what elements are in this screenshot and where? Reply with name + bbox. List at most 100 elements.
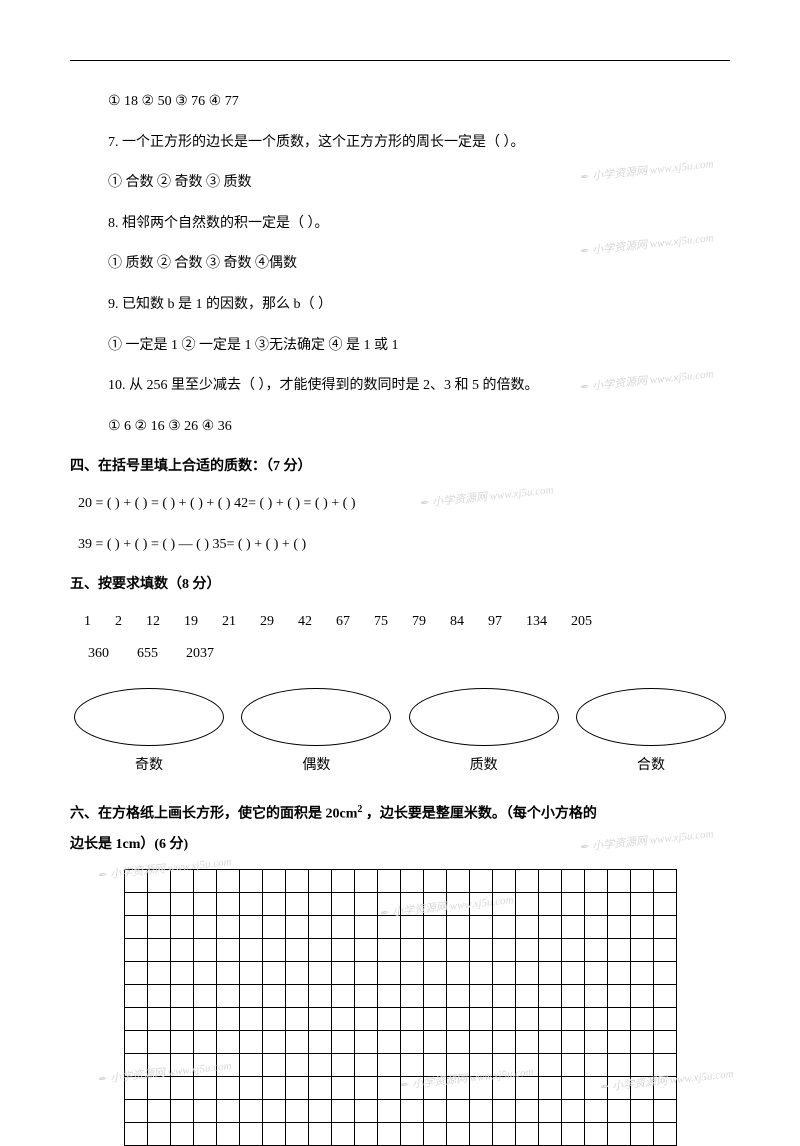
grid-cell [193, 984, 216, 1007]
grid-cell [308, 1030, 331, 1053]
grid-cell [584, 1099, 607, 1122]
grid-cell [216, 961, 239, 984]
q8-text: 8. 相邻两个自然数的积一定是（ ）。 [70, 211, 730, 238]
q7-options: ① 合数 ② 奇数 ③ 质数 [70, 170, 730, 197]
grid-cell [538, 1122, 561, 1145]
grid-cell [538, 892, 561, 915]
grid-cell [193, 1007, 216, 1030]
grid-cell [262, 1007, 285, 1030]
grid-cell [331, 915, 354, 938]
grid-cell [469, 915, 492, 938]
q8-options: ① 质数 ② 合数 ③ 奇数 ④偶数 [70, 251, 730, 278]
grid-cell [285, 1007, 308, 1030]
grid-cell [262, 1030, 285, 1053]
grid-cell [492, 1007, 515, 1030]
ellipse-row [70, 688, 730, 746]
grid-cell [239, 1076, 262, 1099]
number-item: 360 [88, 641, 109, 668]
grid-cell [607, 1007, 630, 1030]
grid-cell [285, 1076, 308, 1099]
grid-cell [492, 1030, 515, 1053]
ellipse-labels: 奇数偶数质数合数 [70, 754, 730, 774]
number-item: 2037 [186, 641, 214, 668]
grid-cell [653, 984, 676, 1007]
grid-cell [469, 1030, 492, 1053]
grid-cell [377, 915, 400, 938]
grid-cell [653, 869, 676, 892]
number-item: 12 [146, 609, 160, 636]
grid-cell [469, 1053, 492, 1076]
grid-cell [147, 869, 170, 892]
grid-cell [147, 1007, 170, 1030]
grid-cell [285, 892, 308, 915]
grid-cell [239, 1030, 262, 1053]
grid-cell [469, 1007, 492, 1030]
grid-cell [538, 915, 561, 938]
grid-cell [446, 915, 469, 938]
s4-line2: 39 = ( ) + ( ) = ( ) — ( ) 35= ( ) + ( )… [70, 532, 730, 559]
grid-cell [216, 915, 239, 938]
grid-cell [630, 984, 653, 1007]
grid-cell [630, 1030, 653, 1053]
grid-cell [561, 1076, 584, 1099]
q10-text: 10. 从 256 里至少减去（ ），才能使得到的数同时是 2、3 和 5 的倍… [70, 373, 730, 400]
grid-cell [423, 938, 446, 961]
grid-cell [262, 915, 285, 938]
grid-cell [446, 1122, 469, 1145]
grid-cell [584, 1007, 607, 1030]
grid-cell [630, 961, 653, 984]
grid-cell [446, 1099, 469, 1122]
grid-cell [331, 938, 354, 961]
grid-cell [561, 1007, 584, 1030]
grid-cell [515, 1030, 538, 1053]
grid-cell [423, 1030, 446, 1053]
grid-cell [469, 869, 492, 892]
ellipse-label: 合数 [576, 754, 726, 774]
grid-cell [492, 961, 515, 984]
grid-cell [653, 915, 676, 938]
grid-cell [216, 1053, 239, 1076]
grid-cell [377, 1099, 400, 1122]
grid-cell [400, 1030, 423, 1053]
grid-cell [124, 869, 147, 892]
grid-cell [377, 1122, 400, 1145]
grid-cell [124, 1122, 147, 1145]
grid-cell [147, 984, 170, 1007]
grid-cell [400, 1099, 423, 1122]
grid-cell [193, 1076, 216, 1099]
grid-cell [147, 915, 170, 938]
grid-cell [170, 984, 193, 1007]
grid-cell [170, 961, 193, 984]
grid-cell [147, 1122, 170, 1145]
grid-cell [331, 984, 354, 1007]
grid-cell [469, 1076, 492, 1099]
grid-cell [308, 915, 331, 938]
grid-cell [285, 984, 308, 1007]
grid-cell [308, 961, 331, 984]
grid-cell [170, 1007, 193, 1030]
grid-cell [239, 869, 262, 892]
number-item: 1 [84, 609, 91, 636]
grid-cell [239, 1099, 262, 1122]
grid-cell [308, 938, 331, 961]
grid-cell [285, 915, 308, 938]
grid-cell [239, 1053, 262, 1076]
ellipse-label: 奇数 [74, 754, 224, 774]
grid-cell [584, 961, 607, 984]
grid-cell [400, 869, 423, 892]
grid-cell [124, 1053, 147, 1076]
grid-cell [124, 1099, 147, 1122]
section5-title: 五、按要求填数（8 分） [70, 572, 730, 599]
grid-cell [216, 984, 239, 1007]
grid-container [70, 869, 730, 1146]
grid-cell [239, 1122, 262, 1145]
grid-cell [285, 869, 308, 892]
grid-cell [124, 915, 147, 938]
grid-cell [607, 915, 630, 938]
grid-cell [285, 938, 308, 961]
grid-cell [216, 938, 239, 961]
grid-cell [331, 1053, 354, 1076]
number-item: 75 [374, 609, 388, 636]
grid-cell [239, 938, 262, 961]
grid-cell [469, 892, 492, 915]
